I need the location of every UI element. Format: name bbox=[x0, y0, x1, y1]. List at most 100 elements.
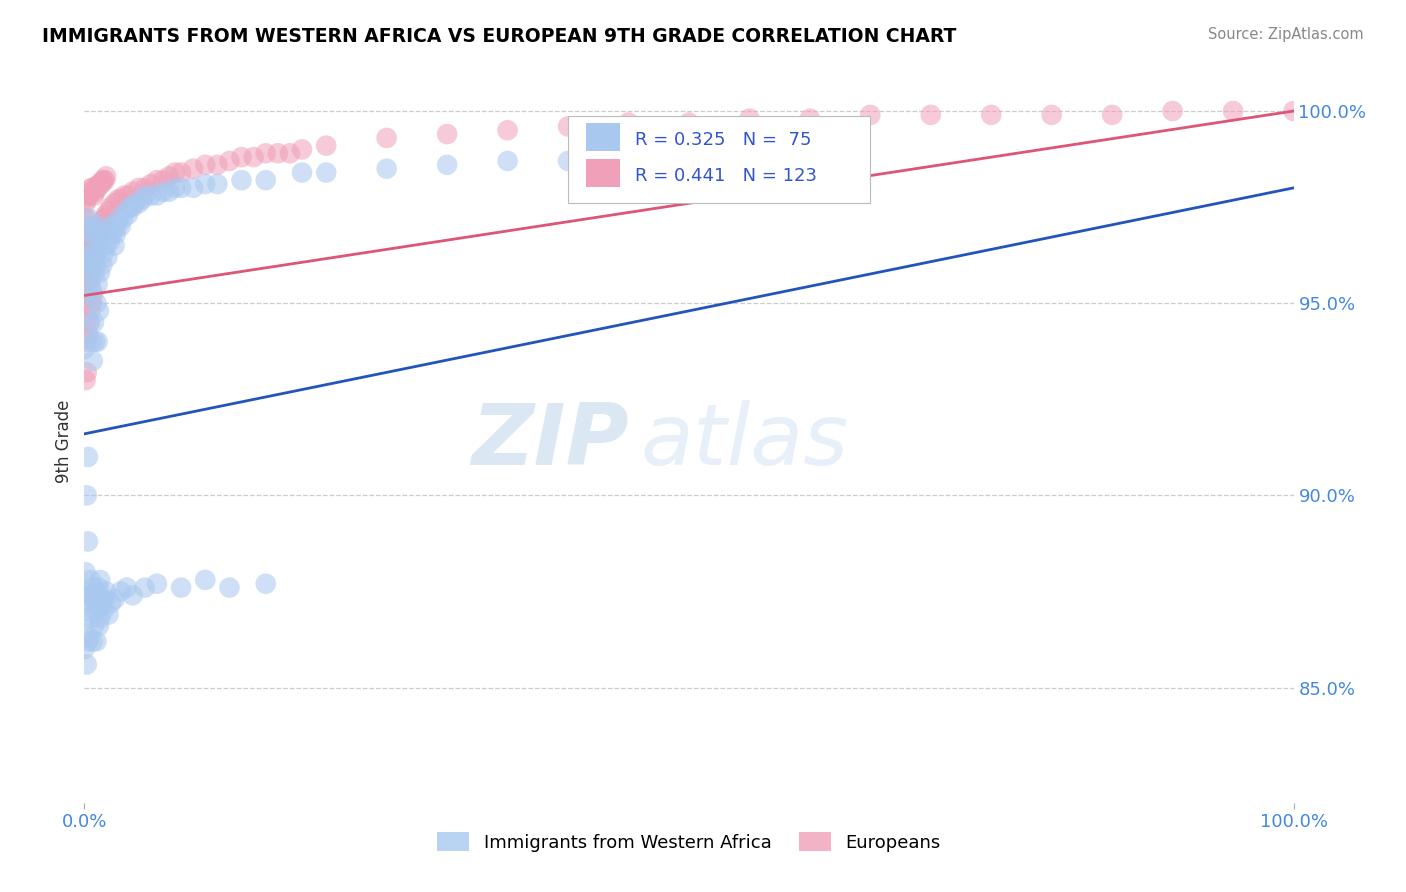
Point bbox=[86, 181, 108, 195]
Point bbox=[75, 227, 97, 241]
Point bbox=[93, 246, 115, 260]
Point bbox=[93, 604, 115, 618]
Point bbox=[77, 188, 100, 202]
Point bbox=[121, 200, 143, 214]
Point bbox=[82, 285, 104, 299]
Point bbox=[86, 246, 108, 260]
Point bbox=[103, 219, 125, 234]
Point bbox=[76, 604, 98, 618]
Point bbox=[920, 108, 942, 122]
Point bbox=[738, 112, 761, 126]
Point bbox=[84, 265, 107, 279]
Point bbox=[375, 131, 398, 145]
Point bbox=[79, 185, 101, 199]
Point bbox=[678, 115, 700, 129]
Point bbox=[105, 219, 128, 234]
Point bbox=[97, 607, 120, 622]
Point bbox=[77, 211, 100, 226]
Point bbox=[436, 127, 458, 141]
Point bbox=[86, 227, 108, 241]
Point bbox=[76, 193, 98, 207]
Point bbox=[79, 246, 101, 260]
Point bbox=[134, 181, 156, 195]
Point bbox=[94, 592, 117, 607]
Point bbox=[84, 604, 107, 618]
Point bbox=[131, 193, 153, 207]
Point bbox=[110, 584, 132, 599]
Point bbox=[79, 304, 101, 318]
Point bbox=[94, 238, 117, 252]
Point bbox=[980, 108, 1002, 122]
Point bbox=[77, 219, 100, 234]
Point bbox=[134, 581, 156, 595]
Point bbox=[87, 227, 110, 241]
Point bbox=[73, 343, 96, 357]
Point bbox=[1282, 103, 1305, 118]
Point bbox=[181, 161, 204, 176]
Point bbox=[76, 657, 98, 672]
Point bbox=[77, 250, 100, 264]
Point bbox=[128, 181, 150, 195]
Point bbox=[80, 238, 103, 252]
Point bbox=[86, 277, 108, 291]
Point bbox=[77, 315, 100, 329]
Point bbox=[617, 115, 640, 129]
Point bbox=[73, 296, 96, 310]
Point bbox=[90, 219, 112, 234]
Point bbox=[1222, 103, 1244, 118]
Point bbox=[83, 315, 105, 329]
Point bbox=[100, 219, 122, 234]
Point bbox=[436, 158, 458, 172]
Point bbox=[86, 296, 108, 310]
Point bbox=[98, 235, 121, 249]
Point bbox=[94, 169, 117, 184]
Point bbox=[84, 227, 107, 241]
Point bbox=[79, 277, 101, 291]
Point bbox=[83, 250, 105, 264]
Bar bbox=[586, 159, 620, 187]
Point bbox=[84, 334, 107, 349]
Point bbox=[86, 227, 108, 241]
Point bbox=[121, 185, 143, 199]
Point bbox=[77, 227, 100, 241]
Point bbox=[194, 177, 217, 191]
Point bbox=[218, 581, 240, 595]
Point bbox=[75, 373, 97, 387]
Point bbox=[79, 573, 101, 587]
Point bbox=[146, 188, 169, 202]
Point bbox=[254, 173, 277, 187]
Point bbox=[77, 631, 100, 645]
Point bbox=[76, 246, 98, 260]
Point bbox=[315, 165, 337, 179]
Point bbox=[75, 258, 97, 272]
Point bbox=[87, 219, 110, 234]
Point bbox=[104, 227, 127, 241]
Point bbox=[110, 219, 132, 234]
Point bbox=[231, 150, 253, 164]
Point bbox=[76, 211, 98, 226]
Point bbox=[83, 619, 105, 633]
Point bbox=[194, 158, 217, 172]
Point bbox=[678, 146, 700, 161]
Point bbox=[91, 219, 114, 234]
Point bbox=[83, 227, 105, 241]
Point bbox=[146, 576, 169, 591]
Point bbox=[82, 354, 104, 368]
Point bbox=[107, 211, 129, 226]
Point bbox=[82, 634, 104, 648]
Point bbox=[254, 576, 277, 591]
Point bbox=[120, 200, 142, 214]
Point bbox=[170, 181, 193, 195]
Point bbox=[799, 112, 821, 126]
Point bbox=[112, 188, 135, 202]
Point bbox=[207, 177, 229, 191]
Point bbox=[1040, 108, 1063, 122]
Point bbox=[93, 211, 115, 226]
Point bbox=[90, 238, 112, 252]
Point bbox=[91, 258, 114, 272]
Point bbox=[94, 584, 117, 599]
Text: R = 0.325   N =  75: R = 0.325 N = 75 bbox=[634, 131, 811, 149]
Point bbox=[97, 203, 120, 218]
Point bbox=[80, 596, 103, 610]
Y-axis label: 9th Grade: 9th Grade bbox=[55, 400, 73, 483]
